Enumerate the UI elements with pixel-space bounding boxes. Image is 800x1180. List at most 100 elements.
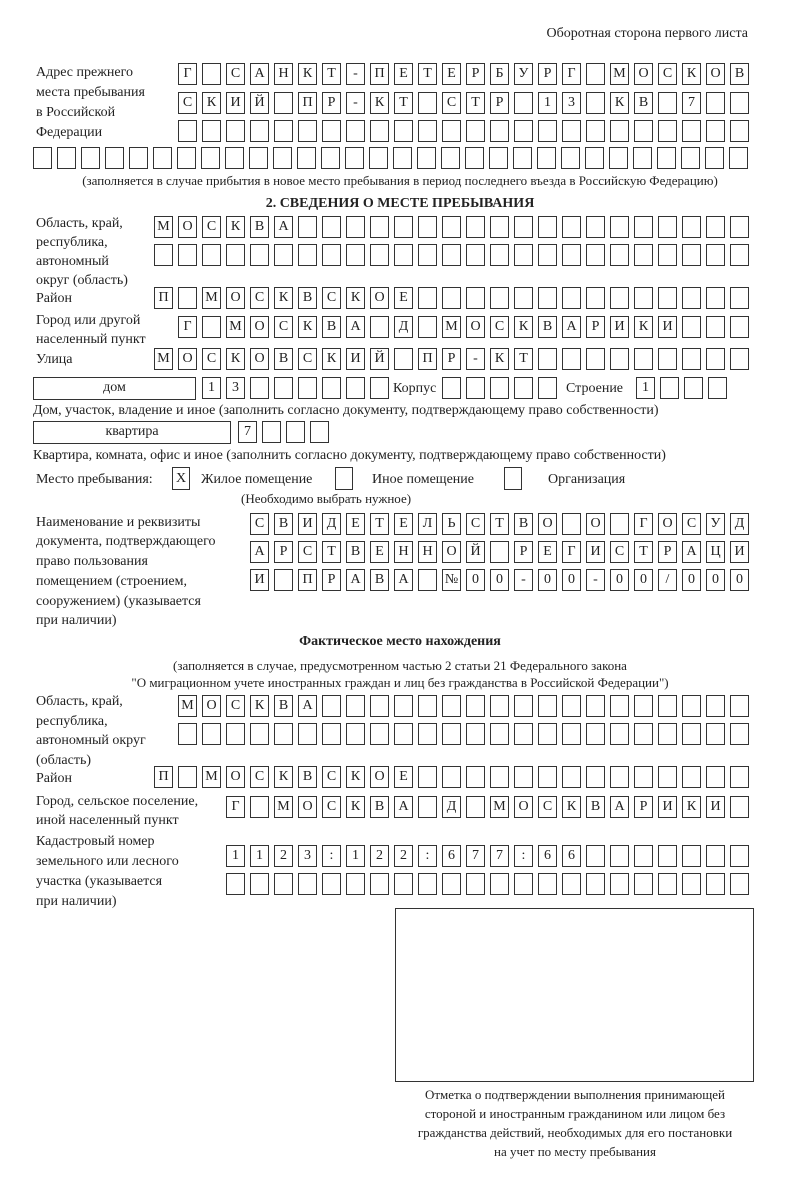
char-cell[interactable] <box>514 287 533 309</box>
char-cell[interactable] <box>417 147 436 169</box>
char-cell[interactable] <box>466 120 485 142</box>
char-cell[interactable]: С <box>322 796 341 818</box>
char-cell[interactable]: Р <box>490 92 509 114</box>
char-cell[interactable]: Й <box>370 348 389 370</box>
char-cell[interactable] <box>466 873 485 895</box>
char-cell[interactable] <box>202 723 221 745</box>
char-cell[interactable]: С <box>250 766 269 788</box>
char-cell[interactable] <box>562 287 581 309</box>
char-cell[interactable]: 6 <box>442 845 461 867</box>
char-cell[interactable]: Т <box>322 63 341 85</box>
char-cell[interactable] <box>394 348 413 370</box>
char-cell[interactable] <box>370 244 389 266</box>
char-cell[interactable] <box>369 147 388 169</box>
char-cell[interactable] <box>310 421 329 443</box>
char-cell[interactable] <box>730 316 749 338</box>
char-cell[interactable] <box>610 873 629 895</box>
char-cell[interactable]: 3 <box>562 92 581 114</box>
char-cell[interactable] <box>298 377 317 399</box>
char-cell[interactable] <box>706 845 725 867</box>
char-cell[interactable]: М <box>442 316 461 338</box>
char-cell[interactable] <box>154 244 173 266</box>
char-cell[interactable] <box>706 244 725 266</box>
char-cell[interactable] <box>610 287 629 309</box>
char-cell[interactable] <box>610 723 629 745</box>
char-cell[interactable] <box>177 147 196 169</box>
char-cell[interactable] <box>705 147 724 169</box>
char-cell[interactable] <box>202 316 221 338</box>
char-cell[interactable] <box>466 287 485 309</box>
char-cell[interactable] <box>322 244 341 266</box>
char-cell[interactable]: С <box>202 348 221 370</box>
char-cell[interactable] <box>730 348 749 370</box>
char-cell[interactable]: А <box>250 541 269 563</box>
char-cell[interactable]: А <box>298 695 317 717</box>
char-cell[interactable]: К <box>298 316 317 338</box>
char-cell[interactable]: В <box>298 287 317 309</box>
char-cell[interactable] <box>466 244 485 266</box>
char-cell[interactable]: А <box>562 316 581 338</box>
char-cell[interactable] <box>418 723 437 745</box>
char-cell[interactable] <box>658 348 677 370</box>
char-cell[interactable] <box>634 348 653 370</box>
char-cell[interactable]: Г <box>226 796 245 818</box>
char-cell[interactable] <box>81 147 100 169</box>
char-cell[interactable] <box>514 120 533 142</box>
char-cell[interactable] <box>418 695 437 717</box>
char-cell[interactable] <box>250 723 269 745</box>
char-cell[interactable]: Й <box>250 92 269 114</box>
char-cell[interactable]: К <box>682 63 701 85</box>
char-cell[interactable] <box>634 244 653 266</box>
char-cell[interactable]: К <box>514 316 533 338</box>
char-cell[interactable] <box>346 244 365 266</box>
char-cell[interactable] <box>274 120 293 142</box>
char-cell[interactable] <box>466 377 485 399</box>
char-cell[interactable] <box>633 147 652 169</box>
char-cell[interactable] <box>370 377 389 399</box>
char-cell[interactable]: 1 <box>226 845 245 867</box>
char-cell[interactable]: П <box>154 766 173 788</box>
char-cell[interactable]: К <box>346 796 365 818</box>
char-cell[interactable]: К <box>274 287 293 309</box>
char-cell[interactable]: 0 <box>610 569 629 591</box>
char-cell[interactable]: Т <box>514 348 533 370</box>
char-cell[interactable]: Е <box>370 541 389 563</box>
char-cell[interactable]: Р <box>634 796 653 818</box>
char-cell[interactable]: Е <box>394 63 413 85</box>
char-cell[interactable]: Д <box>730 513 749 535</box>
char-cell[interactable]: Т <box>418 63 437 85</box>
char-cell[interactable] <box>298 120 317 142</box>
flat-type-field[interactable]: квартира <box>33 421 231 444</box>
char-cell[interactable] <box>418 873 437 895</box>
char-cell[interactable]: О <box>442 541 461 563</box>
char-cell[interactable]: С <box>466 513 485 535</box>
char-cell[interactable] <box>538 120 557 142</box>
char-cell[interactable] <box>225 147 244 169</box>
char-cell[interactable]: 1 <box>250 845 269 867</box>
char-cell[interactable] <box>730 796 749 818</box>
char-cell[interactable] <box>586 766 605 788</box>
char-cell[interactable]: С <box>274 316 293 338</box>
char-cell[interactable] <box>682 723 701 745</box>
char-cell[interactable]: В <box>634 92 653 114</box>
char-cell[interactable] <box>730 92 749 114</box>
char-cell[interactable]: Л <box>418 513 437 535</box>
char-cell[interactable] <box>202 244 221 266</box>
char-cell[interactable]: 1 <box>346 845 365 867</box>
char-cell[interactable] <box>610 766 629 788</box>
char-cell[interactable] <box>610 120 629 142</box>
checkbox-residential[interactable]: X <box>172 467 190 490</box>
char-cell[interactable] <box>706 695 725 717</box>
char-cell[interactable]: М <box>490 796 509 818</box>
char-cell[interactable] <box>514 766 533 788</box>
char-cell[interactable] <box>706 723 725 745</box>
char-cell[interactable]: Ц <box>706 541 725 563</box>
char-cell[interactable] <box>562 513 581 535</box>
char-cell[interactable]: О <box>298 796 317 818</box>
char-cell[interactable] <box>226 244 245 266</box>
char-cell[interactable]: - <box>346 92 365 114</box>
char-cell[interactable] <box>514 216 533 238</box>
char-cell[interactable] <box>730 845 749 867</box>
char-cell[interactable] <box>394 244 413 266</box>
char-cell[interactable] <box>346 377 365 399</box>
